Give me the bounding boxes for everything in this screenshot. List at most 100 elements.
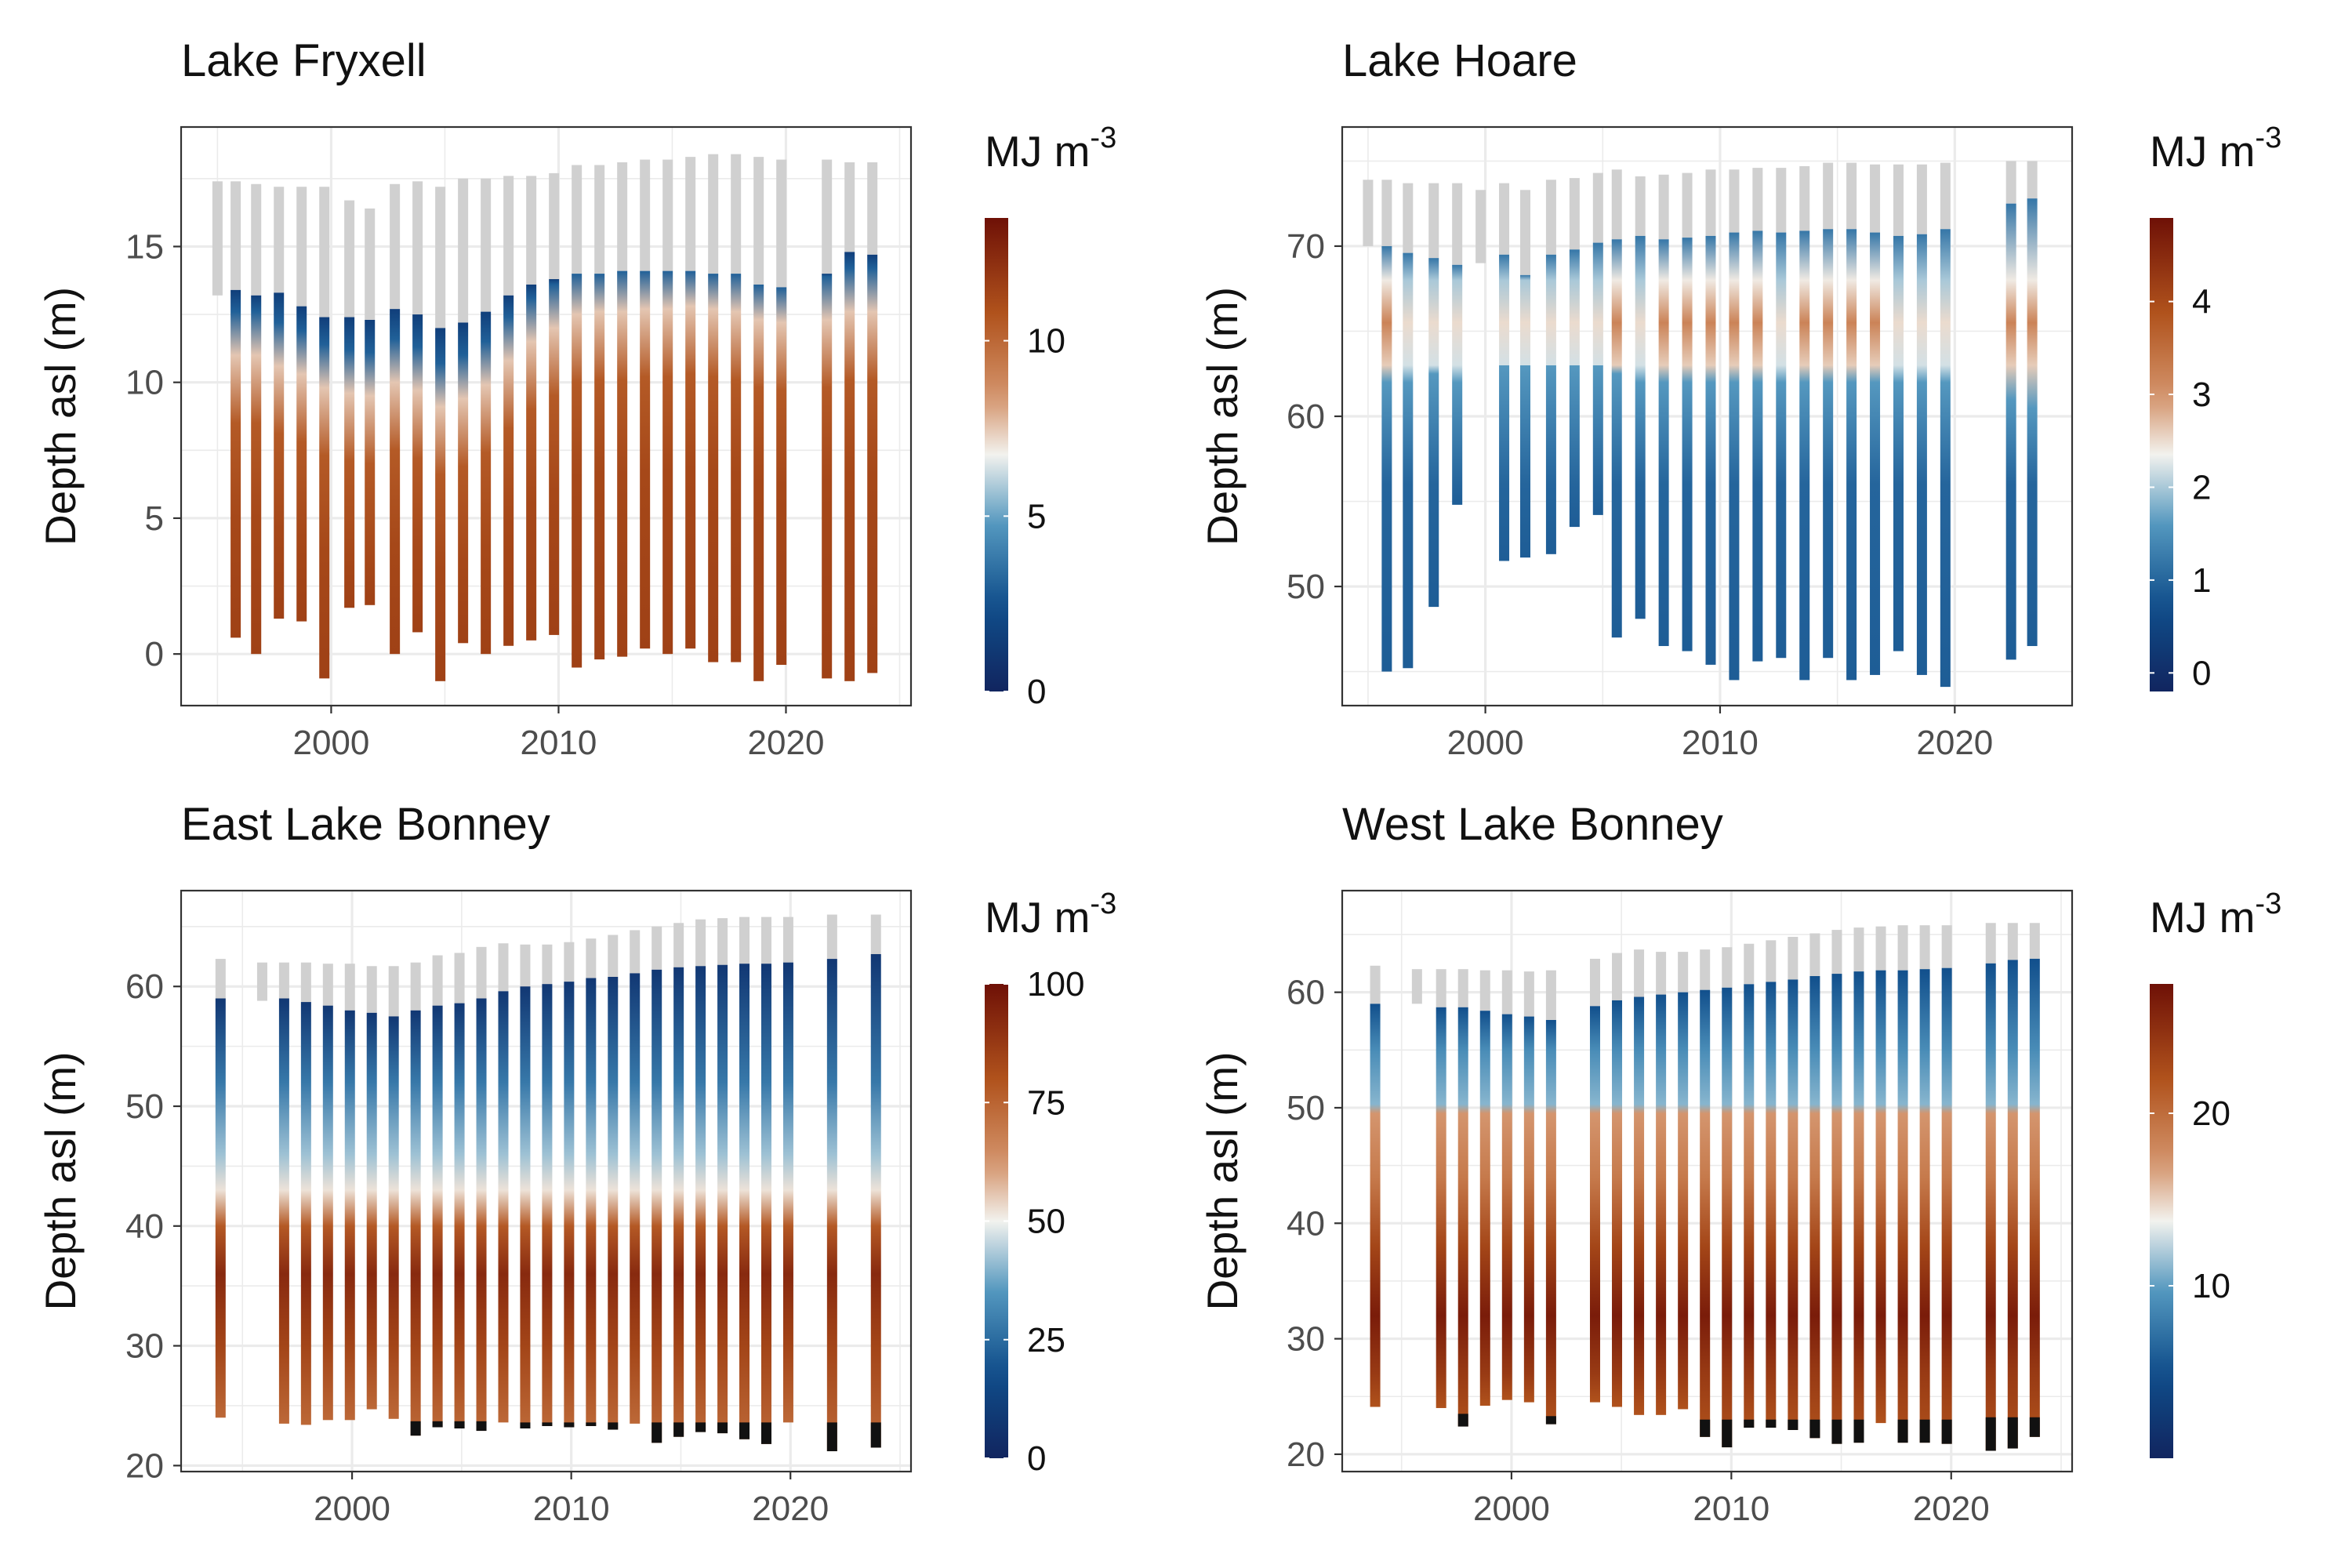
water-profile-bar	[1403, 252, 1414, 669]
bottom-zone-bar	[564, 1422, 575, 1428]
water-profile-bar	[1916, 234, 1927, 675]
water-profile-bar	[630, 973, 641, 1424]
water-profile-bar	[867, 254, 878, 673]
ice-bar	[1897, 925, 1908, 971]
water-profile-bar	[1682, 238, 1693, 652]
legend-colorbar	[985, 218, 1008, 691]
ice-bar	[365, 208, 376, 320]
bottom-zone-bar	[1545, 1416, 1556, 1425]
ice-bar	[390, 183, 401, 310]
ice-bar	[1475, 190, 1486, 263]
ice-bar	[1823, 162, 1834, 230]
ice-bar	[256, 962, 267, 1001]
y-axis-title: Depth asl (m)	[36, 1051, 85, 1310]
ice-bar	[344, 964, 355, 1011]
water-profile-bar	[640, 270, 651, 649]
water-profile-bar	[319, 317, 330, 679]
ice-bar	[1940, 162, 1951, 230]
ice-bar	[1499, 183, 1510, 255]
water-profile-bar	[481, 311, 492, 655]
legend-tick-label: 10	[2192, 1267, 2230, 1305]
water-profile-bar	[572, 274, 583, 668]
bottom-zone-bar	[1897, 1419, 1908, 1443]
bottom-zone-bar	[520, 1422, 531, 1428]
y-tick-label: 5	[145, 499, 164, 538]
bottom-zone-bar	[826, 1422, 837, 1452]
bottom-zone-bar	[1766, 1419, 1777, 1428]
water-profile-bar	[296, 306, 307, 622]
water-profile-bar	[1823, 229, 1834, 659]
ice-bar	[251, 183, 262, 296]
ice-bar	[564, 942, 575, 982]
data-columns	[1363, 161, 2038, 688]
ice-bar	[1363, 180, 1374, 246]
ice-bar	[652, 926, 662, 970]
bottom-zone-bar	[2029, 1417, 2040, 1437]
ice-bar	[1893, 164, 1904, 236]
ice-bar	[1788, 936, 1798, 980]
ice-bar	[1634, 949, 1645, 997]
bottom-zone-bar	[1744, 1419, 1755, 1428]
ice-bar	[1656, 952, 1667, 995]
legend-tick-label: 0	[1027, 673, 1046, 711]
bottom-zone-bar	[739, 1422, 750, 1439]
panel-border	[180, 125, 913, 707]
water-profile-bar	[274, 292, 285, 619]
water-profile-bar	[2007, 960, 2018, 1449]
water-profile-bar	[412, 314, 423, 633]
water-profile-bar	[652, 969, 662, 1443]
bottom-zone-bar	[1700, 1419, 1711, 1437]
ice-bar	[476, 946, 487, 999]
water-profile-bar	[1545, 254, 1556, 554]
bottom-zone-bar	[432, 1421, 443, 1428]
ice-bar	[586, 938, 597, 978]
legend-colorbar	[2150, 984, 2173, 1458]
ice-bar	[1523, 971, 1534, 1017]
bottom-zone-bar	[476, 1421, 487, 1432]
water-profile-bar	[844, 252, 855, 681]
water-profile-bar	[503, 295, 514, 646]
water-profile-bar	[760, 964, 771, 1444]
x-tick-label: 2000	[314, 1490, 390, 1528]
water-profile-bar	[1752, 230, 1763, 662]
water-profile-bar	[410, 1010, 421, 1436]
water-profile-bar	[1788, 979, 1798, 1430]
ice-bar	[388, 966, 399, 1017]
ice-bar	[300, 962, 311, 1003]
ice-bar	[1678, 952, 1689, 993]
ice-bar	[1611, 169, 1622, 240]
ice-bar	[1612, 953, 1623, 1000]
water-profile-bar	[685, 270, 696, 649]
ice-bar	[673, 923, 684, 967]
y-axis-title: Depth asl (m)	[1198, 287, 1247, 546]
panel-title: Lake Fryxell	[181, 35, 426, 86]
ice-bar	[717, 918, 728, 965]
ice-bar	[826, 914, 837, 960]
water-profile-bar	[454, 1003, 465, 1428]
x-tick-label: 2010	[1693, 1490, 1769, 1528]
water-profile-bar	[1870, 232, 1881, 675]
bottom-zone-bar	[1919, 1419, 1930, 1443]
x-tick-label: 2010	[533, 1490, 610, 1528]
water-profile-bar	[1501, 1014, 1512, 1400]
legend: MJ m-3 0 1 2 3 4	[2150, 122, 2281, 692]
ice-bar	[1457, 969, 1468, 1007]
legend: MJ m-3 10 20	[2150, 887, 2281, 1458]
ice-bar	[454, 953, 465, 1004]
ice-bar	[410, 962, 421, 1011]
water-profile-bar	[1545, 1019, 1556, 1425]
water-profile-bar	[708, 274, 719, 662]
ice-bar	[617, 162, 628, 271]
bottom-zone-bar	[1722, 1419, 1733, 1448]
y-axis-title: Depth asl (m)	[1198, 1051, 1247, 1310]
water-profile-bar	[1893, 235, 1904, 652]
ice-bar	[731, 154, 742, 274]
ice-bar	[1831, 930, 1842, 975]
bottom-zone-bar	[760, 1422, 771, 1444]
y-tick-label: 50	[1287, 568, 1325, 606]
bottom-zone-bar	[1809, 1419, 1820, 1439]
water-profile-bar	[1519, 274, 1530, 558]
legend: MJ m-3 0 25 50 75 100	[985, 887, 1116, 1478]
